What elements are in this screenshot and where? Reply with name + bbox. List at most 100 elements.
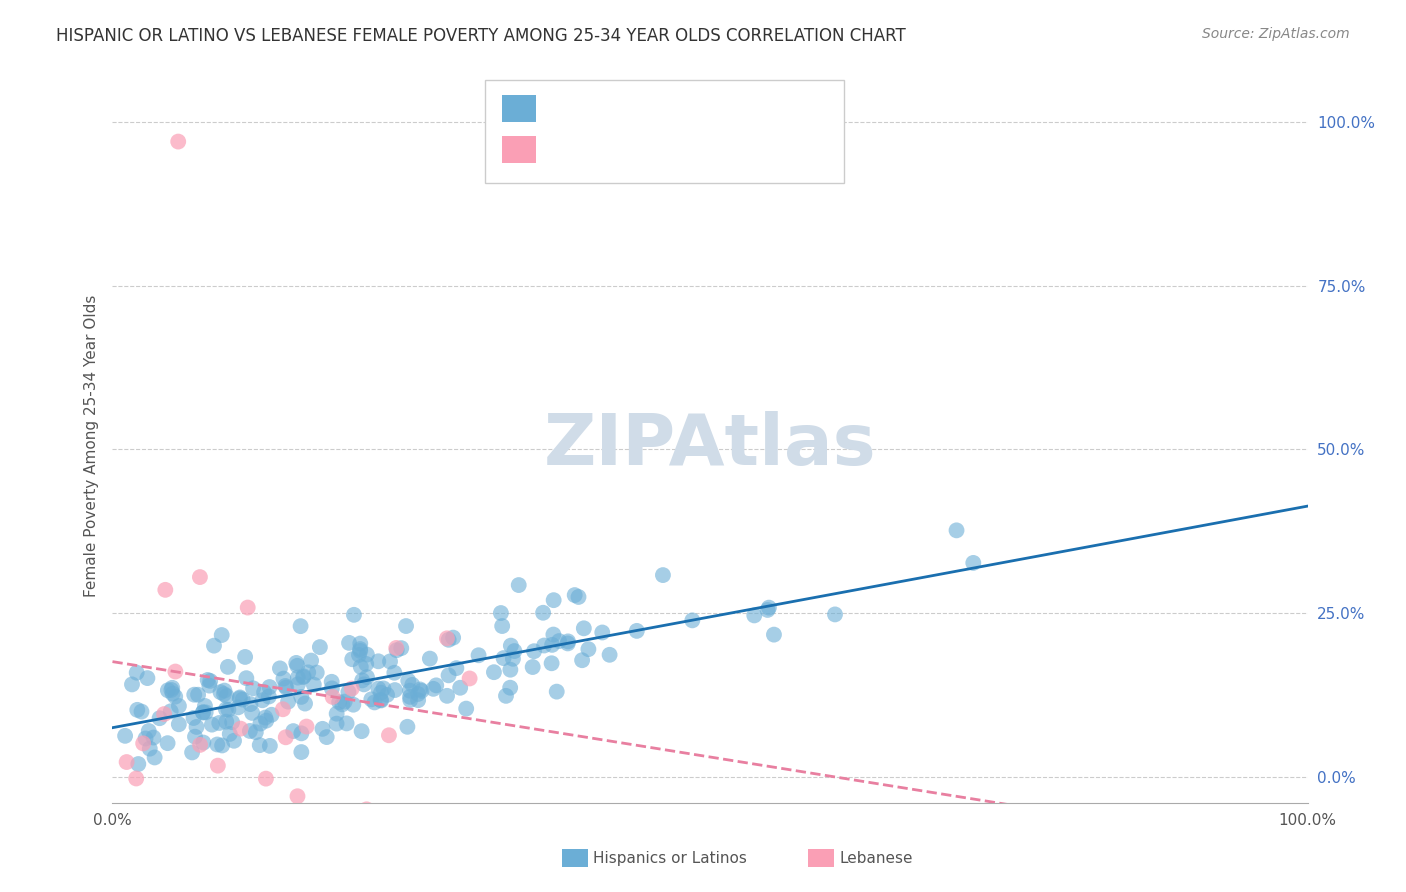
Point <box>328 695 350 709</box>
Point <box>398 683 420 698</box>
Point <box>356 670 378 684</box>
Text: Hispanics or Latinos: Hispanics or Latinos <box>593 851 747 865</box>
Point <box>762 627 785 641</box>
Point <box>229 722 252 736</box>
Point <box>499 681 522 695</box>
Point <box>143 750 166 764</box>
Point <box>181 746 204 760</box>
Point <box>337 685 360 699</box>
Point <box>186 720 208 734</box>
Point <box>446 661 468 675</box>
Point <box>349 636 371 650</box>
Point <box>419 651 441 665</box>
Point <box>167 135 190 149</box>
Point <box>125 665 148 680</box>
Point <box>209 685 232 699</box>
Point <box>121 677 143 691</box>
Point <box>322 690 344 704</box>
Point <box>222 733 245 747</box>
Text: 24: 24 <box>689 141 720 159</box>
Point <box>167 717 190 731</box>
Point <box>254 714 277 728</box>
Point <box>370 693 392 707</box>
Point <box>491 619 513 633</box>
Point <box>352 673 374 688</box>
Text: Lebanese: Lebanese <box>839 851 912 865</box>
Point <box>156 736 179 750</box>
Point <box>325 706 347 721</box>
Point <box>184 730 207 744</box>
Text: R =: R = <box>544 100 583 118</box>
Point <box>295 720 318 734</box>
Point <box>758 600 780 615</box>
Point <box>411 684 433 698</box>
Point <box>198 679 221 693</box>
Point <box>824 607 846 622</box>
Point <box>212 687 235 701</box>
Point <box>343 607 366 622</box>
Point <box>215 714 238 729</box>
Point <box>330 698 353 712</box>
Point <box>153 707 176 722</box>
Point <box>373 681 395 696</box>
Point <box>492 651 515 665</box>
Point <box>396 720 419 734</box>
Point <box>114 729 136 743</box>
Point <box>396 673 419 688</box>
Point <box>283 724 305 739</box>
Point <box>522 660 544 674</box>
Point <box>257 690 280 704</box>
Point <box>240 706 263 720</box>
Point <box>437 668 460 682</box>
Point <box>436 689 458 703</box>
Point <box>356 648 378 662</box>
Point <box>127 703 149 717</box>
Point <box>401 678 423 692</box>
Point <box>249 738 271 752</box>
Point <box>449 681 471 695</box>
Point <box>142 731 165 745</box>
Point <box>211 739 233 753</box>
Point <box>548 634 571 648</box>
Point <box>571 653 593 667</box>
Point <box>311 722 333 736</box>
Point <box>409 682 432 697</box>
Point <box>375 688 398 702</box>
Point <box>482 665 505 680</box>
Point <box>962 556 984 570</box>
Point <box>290 690 312 704</box>
Point <box>239 697 262 711</box>
Point <box>217 703 239 717</box>
Point <box>226 700 249 714</box>
Point <box>191 706 214 720</box>
Point <box>422 681 444 696</box>
Point <box>399 690 422 704</box>
Point <box>349 642 371 657</box>
Point <box>531 606 554 620</box>
Point <box>489 606 512 620</box>
Point <box>523 644 546 658</box>
Point <box>681 613 703 627</box>
Text: Source: ZipAtlas.com: Source: ZipAtlas.com <box>1202 27 1350 41</box>
Point <box>273 672 295 686</box>
Point <box>437 632 460 647</box>
Point <box>499 639 522 653</box>
Point <box>367 681 389 696</box>
Point <box>342 652 364 666</box>
Point <box>321 674 343 689</box>
Point <box>201 717 224 731</box>
Point <box>285 658 308 673</box>
Point <box>290 619 312 633</box>
Point <box>378 728 401 742</box>
Point <box>742 608 765 623</box>
Point <box>188 570 211 584</box>
Point <box>197 673 219 687</box>
Point <box>441 631 464 645</box>
Point <box>567 590 589 604</box>
Point <box>290 745 312 759</box>
Point <box>183 688 205 702</box>
Point <box>207 758 229 772</box>
Point <box>135 731 157 746</box>
Point <box>385 640 408 655</box>
Text: N =: N = <box>650 100 689 118</box>
